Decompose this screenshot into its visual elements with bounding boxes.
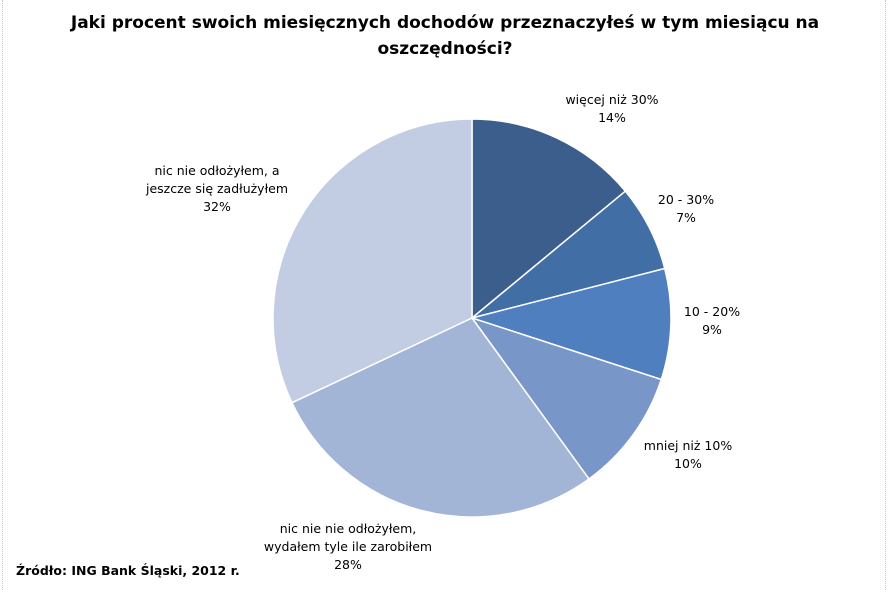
slice-label-text: mniej niż 10% [644,438,733,453]
slice-label-text: 10 - 20% [684,304,740,319]
slice-label-3: 10 - 20% 9% [684,304,740,337]
slice-label-5: nic nie nie odłożyłem, wydałem tyle ile z… [264,521,432,572]
slice-value-label: 32% [203,199,231,214]
pie-labels: więcej niż 30% 14% 20 - 30% 7% 10 - 20% 9% mni… [145,92,740,572]
pie-slice-3 [469,267,672,381]
slice-label-text: 20 - 30% [658,192,714,207]
slice-value-label: 7% [676,210,696,225]
slice-value-label: 28% [334,557,362,572]
slice-value-label: 9% [702,322,722,337]
slice-value-label: 10% [674,456,702,471]
slice-label-text: nic nie nie odłożyłem, [280,521,417,536]
pie-slice-1 [471,118,627,320]
chart-title: Jaki procent swoich miesięcznych dochodó… [70,13,820,59]
pie-slices [272,118,672,518]
slice-label-text: nic nie odłożyłem, a [154,163,279,178]
slice-label-1: więcej niż 30% 14% [565,92,658,125]
pie-slice-6 [272,118,473,404]
pie-slice-4 [470,316,663,481]
slice-value-label: 14% [598,110,626,125]
source-note: Źródło: ING Bank Śląski, 2012 r. [16,563,240,578]
slice-label-2: 20 - 30% 7% [658,192,714,225]
slice-label-text: jeszcze się zadłużyłem [145,181,288,196]
slice-label-6: nic nie odłożyłem, a jeszcze się zadłużył… [145,163,288,214]
slice-label-4: mniej niż 10% 10% [644,438,733,471]
slice-label-text: więcej niż 30% [565,92,658,107]
slice-label-text: wydałem tyle ile zarobiłem [264,539,432,554]
pie-slice-5 [290,317,591,518]
